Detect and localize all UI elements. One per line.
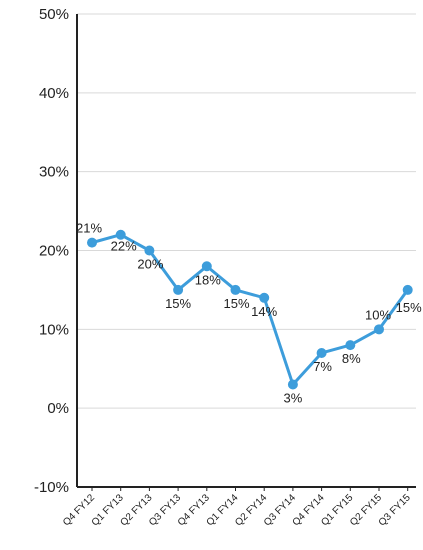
data-label: 10% [365, 307, 391, 322]
data-point [402, 284, 413, 295]
data-label: 7% [313, 359, 332, 374]
data-label: 8% [342, 351, 361, 366]
data-label: 15% [165, 296, 191, 311]
data-point [87, 237, 97, 248]
data-point [374, 324, 384, 335]
data-label: 20% [137, 257, 163, 272]
data-label: 18% [195, 272, 221, 287]
series-layer [87, 229, 413, 390]
axes [76, 14, 416, 491]
data-label: 14% [251, 304, 277, 319]
y-tick-label: 10% [39, 321, 69, 338]
data-label: 3% [284, 391, 303, 406]
series-line [91, 233, 409, 387]
data-point [230, 284, 241, 295]
y-tick-label: -10% [34, 479, 69, 496]
data-label: 21% [76, 221, 102, 236]
data-label: 15% [396, 300, 422, 315]
data-point [287, 379, 298, 390]
data-point [316, 347, 327, 358]
y-tick-label: 0% [47, 400, 69, 417]
grid-lines [77, 13, 416, 409]
data-point [259, 292, 270, 303]
data-point [173, 284, 184, 295]
data-label: 22% [111, 239, 137, 254]
data-point [115, 229, 126, 240]
y-tick-label: 50% [39, 6, 69, 23]
y-tick-labels: -10% 0% 10% 20% 30% 40% 50% [34, 6, 69, 496]
x-tick-label: Q3 FY15 [377, 492, 413, 528]
y-tick-label: 20% [39, 243, 69, 260]
data-labels: 21%22%20%15%18%15%14%3%7%8%10% 15% [76, 221, 422, 406]
y-tick-label: 30% [39, 164, 69, 181]
data-point [201, 261, 212, 272]
data-point [345, 340, 356, 351]
data-point [144, 245, 155, 256]
y-tick-label: 40% [39, 85, 69, 102]
data-label: 15% [223, 296, 249, 311]
